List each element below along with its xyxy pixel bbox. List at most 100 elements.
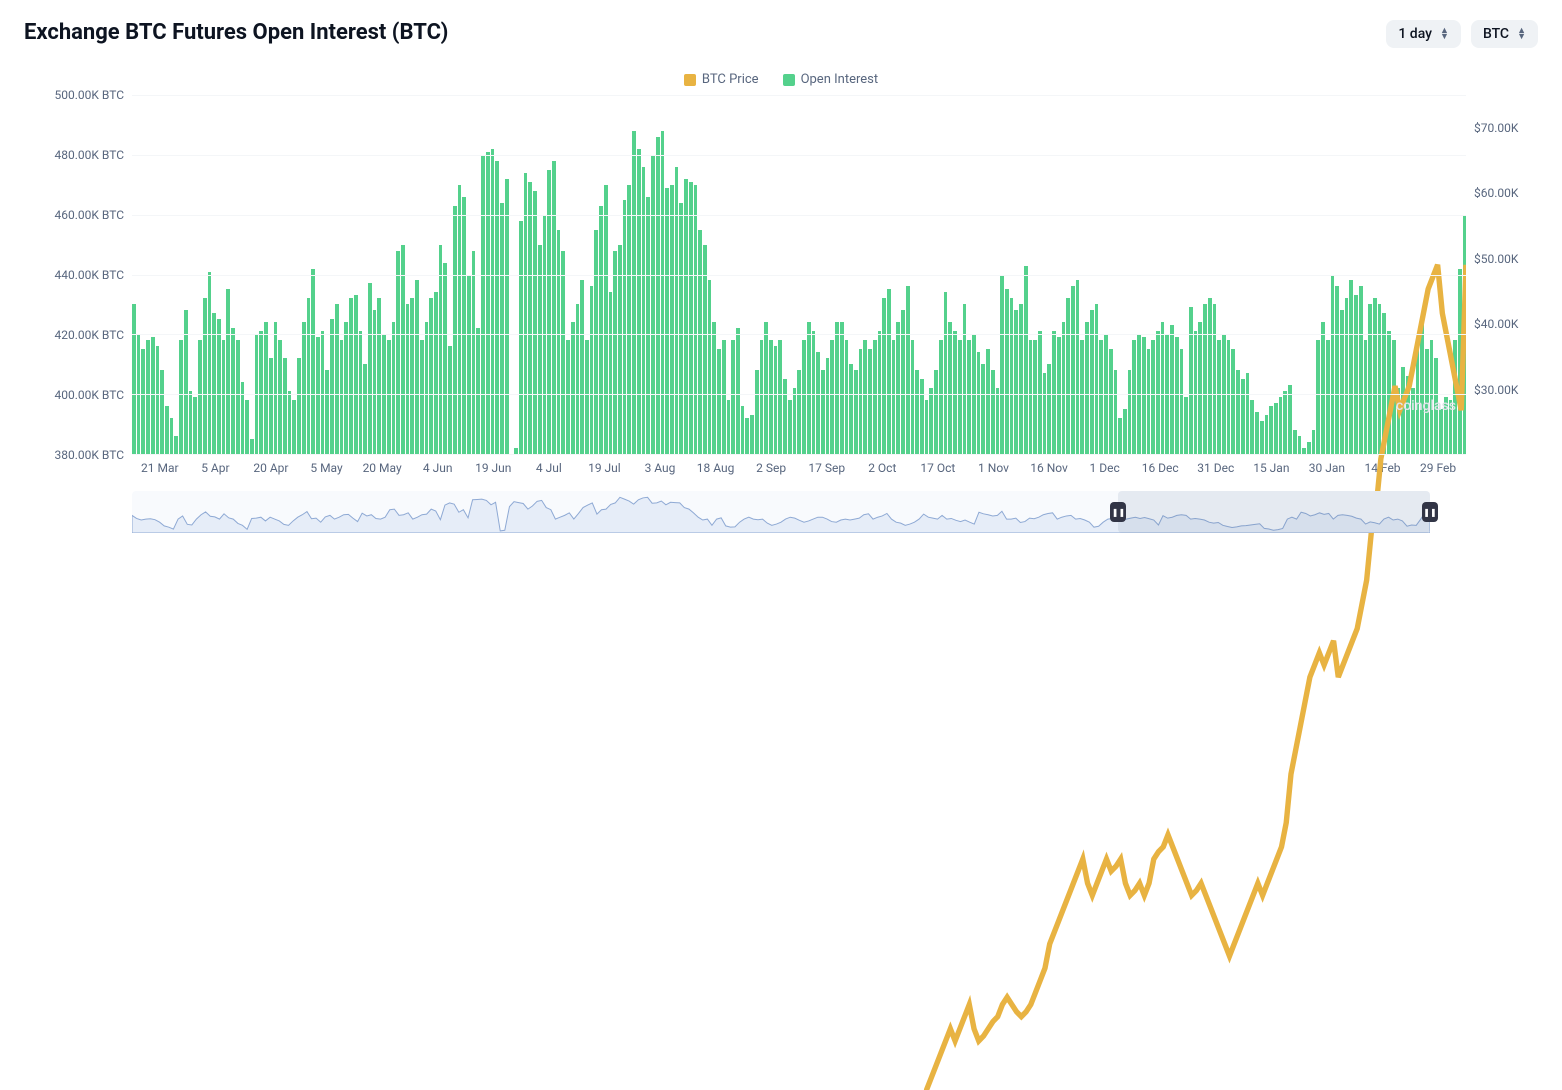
bar [1420,322,1424,454]
brush-handle-left[interactable]: ❚❚ [1110,502,1126,522]
brush-handle-right[interactable]: ❚❚ [1422,502,1438,522]
legend-label: Open Interest [801,72,879,87]
bar [920,379,924,454]
bar [1326,340,1330,454]
bar [448,346,452,454]
bar [453,206,457,454]
bar [387,340,391,454]
bar [835,322,839,454]
bar [174,436,178,454]
y-left-tick: 480.00K BTC [54,148,124,162]
bar [552,161,556,454]
bar [396,251,400,454]
bar [1014,310,1018,454]
bar [868,349,872,454]
bar [500,203,504,454]
bar [679,203,683,454]
bar [179,340,183,454]
bar [576,304,580,454]
bar [689,182,693,454]
bar [944,292,948,454]
brush-selection[interactable] [1118,491,1430,533]
bar [392,322,396,454]
bar [1316,340,1320,454]
x-tick: 2 Sep [743,461,799,475]
bar [755,370,759,454]
timeframe-selector[interactable]: 1 day ▲▼ [1386,20,1461,48]
bar [528,182,532,454]
bar [958,340,962,454]
legend-item-price[interactable]: BTC Price [684,72,759,87]
bar [467,275,471,455]
chart-plot-area[interactable]: coinglass [132,95,1466,455]
bar [613,251,617,454]
bar [807,322,811,454]
x-tick: 31 Dec [1188,461,1244,475]
bar [547,170,551,454]
bar [1260,421,1264,454]
bar [778,340,782,454]
bar [632,131,636,454]
bar [363,364,367,454]
bar [727,400,731,454]
bar [1368,304,1372,454]
x-tick: 14 Feb [1355,461,1411,475]
bar [1250,400,1254,454]
bar [458,185,462,454]
bar [288,391,292,454]
bar [1279,397,1283,454]
bar [882,298,886,454]
bar [1184,397,1188,454]
unit-value: BTC [1483,26,1509,42]
bar [816,352,820,454]
bar [335,304,339,454]
bar [278,340,282,454]
bar [1378,304,1382,454]
bar [1354,295,1358,454]
bar [887,289,891,454]
bar [986,349,990,454]
bar [1175,337,1179,454]
bar [675,167,679,454]
bar [1010,298,1014,454]
bar [170,418,174,454]
bar [1047,364,1051,454]
bar [373,310,377,454]
main-chart[interactable]: 380.00K BTC400.00K BTC420.00K BTC440.00K… [24,95,1538,455]
bar [231,328,235,454]
bar [590,286,594,454]
bar [1340,310,1344,454]
bar [311,269,315,454]
bar [1066,298,1070,454]
bar [623,200,627,454]
unit-selector[interactable]: BTC ▲▼ [1471,20,1538,48]
bar [1038,331,1042,454]
bar [599,206,603,454]
bar [863,340,867,454]
bar [1458,269,1462,454]
bar [538,245,542,454]
bar [1241,379,1245,454]
bar [571,322,575,454]
x-tick: 30 Jan [1299,461,1355,475]
bar [642,167,646,454]
bar [557,230,561,454]
bar [1198,322,1202,454]
bar [420,340,424,454]
bar [283,358,287,454]
bar [594,230,598,454]
bar [1132,340,1136,454]
timeline-brush[interactable]: ❚❚ ❚❚ [132,491,1430,533]
bar [703,245,707,454]
bar [226,289,230,454]
bar [1208,298,1212,454]
bar [1071,286,1075,454]
bar [1189,307,1193,454]
bar [505,179,509,454]
bar [1151,340,1155,454]
x-tick: 15 Jan [1244,461,1300,475]
legend-item-open-interest[interactable]: Open Interest [783,72,879,87]
x-tick: 20 Apr [243,461,299,475]
bar [349,298,353,454]
bar [1043,373,1047,454]
